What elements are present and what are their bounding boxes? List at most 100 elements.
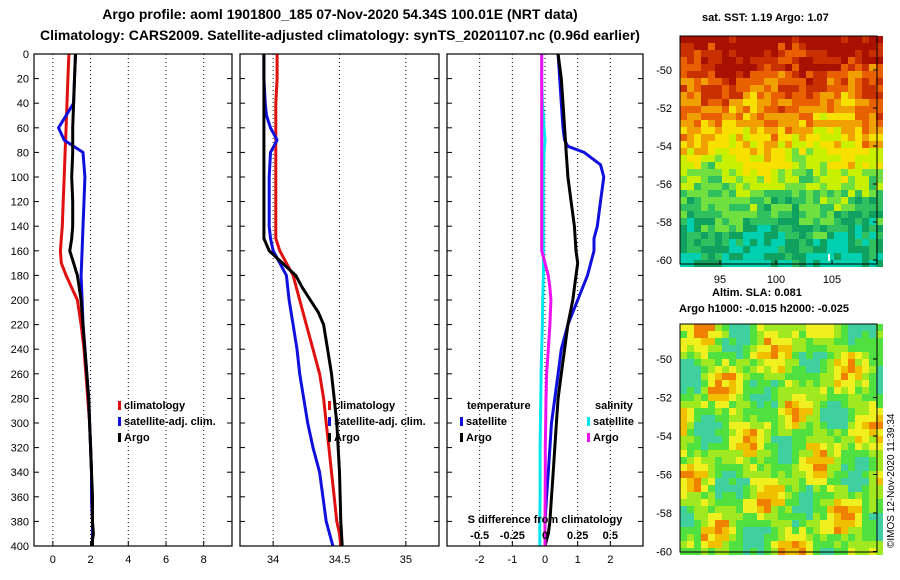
sla-map-cell bbox=[785, 366, 792, 373]
sla-map-cell bbox=[750, 513, 757, 520]
sla-map-cell bbox=[778, 527, 785, 534]
sst-map-cell bbox=[680, 155, 687, 162]
sst-map-cell bbox=[750, 92, 757, 99]
sst-map-cell bbox=[799, 253, 806, 260]
sla-map-cell bbox=[792, 422, 799, 429]
sst-map-cell bbox=[687, 253, 694, 260]
sla-map-cell bbox=[862, 457, 869, 464]
sla-map-cell bbox=[701, 471, 708, 478]
sst-map-cell bbox=[708, 85, 715, 92]
sla-map-cell bbox=[834, 401, 841, 408]
sla-map-cell bbox=[848, 443, 855, 450]
sla-map-cell bbox=[743, 387, 750, 394]
sst-map-cell bbox=[736, 50, 743, 57]
sst-map-cell bbox=[680, 218, 687, 225]
sst-map-cell bbox=[827, 71, 834, 78]
sst-map-cell bbox=[820, 141, 827, 148]
sla-map-cell bbox=[736, 331, 743, 338]
sla-map-cell bbox=[694, 429, 701, 436]
sst-map-cell bbox=[694, 162, 701, 169]
sla-map-cell bbox=[764, 394, 771, 401]
sst-map-cell bbox=[771, 106, 778, 113]
sst-map-cell bbox=[729, 99, 736, 106]
sla-map-cell bbox=[778, 485, 785, 492]
sla-map-cell bbox=[841, 436, 848, 443]
sst-map-cell bbox=[680, 127, 687, 134]
sst-map-cell bbox=[799, 232, 806, 239]
sst-map-cell bbox=[743, 36, 750, 43]
sst-map-cell bbox=[827, 155, 834, 162]
sst-map-cell bbox=[764, 218, 771, 225]
sst-map-cell bbox=[827, 57, 834, 64]
sla-map-cell bbox=[813, 478, 820, 485]
sst-map-cell bbox=[687, 232, 694, 239]
sla-map-cell bbox=[820, 422, 827, 429]
sst-map-cell bbox=[876, 204, 883, 211]
sst-map-cell bbox=[806, 106, 813, 113]
sst-map-cell bbox=[701, 190, 708, 197]
sst-map-cell bbox=[806, 211, 813, 218]
sla-map-cell bbox=[806, 352, 813, 359]
sla-map-cell bbox=[792, 359, 799, 366]
sla-map-cell bbox=[708, 520, 715, 527]
sst-map-cell bbox=[694, 155, 701, 162]
sst-map-cell bbox=[778, 36, 785, 43]
sla-map-cell bbox=[862, 513, 869, 520]
sla-map-cell bbox=[771, 534, 778, 541]
sst-map-cell bbox=[729, 253, 736, 260]
sla-map-cell bbox=[792, 366, 799, 373]
sst-map-cell bbox=[848, 106, 855, 113]
sla-map-cell bbox=[799, 387, 806, 394]
sla-map-cell bbox=[722, 450, 729, 457]
sst-map-cell bbox=[771, 155, 778, 162]
sla-map-cell bbox=[792, 338, 799, 345]
sla-map-cell bbox=[764, 331, 771, 338]
sst-map-cell bbox=[848, 71, 855, 78]
sst-map-cell bbox=[869, 120, 876, 127]
sst-map-cell bbox=[862, 85, 869, 92]
sst-map-cell bbox=[750, 204, 757, 211]
sla-map-cell bbox=[841, 352, 848, 359]
sst-map-cell bbox=[743, 225, 750, 232]
sla-map-cell bbox=[680, 429, 687, 436]
sst-map-cell bbox=[806, 169, 813, 176]
sst-map-cell bbox=[820, 50, 827, 57]
sla-map-cell bbox=[771, 527, 778, 534]
sst-map-cell bbox=[813, 169, 820, 176]
sst-map-cell bbox=[757, 162, 764, 169]
sst-map-cell bbox=[764, 183, 771, 190]
sla-map-cell bbox=[708, 506, 715, 513]
sla-map-cell bbox=[785, 331, 792, 338]
sst-map-cell bbox=[778, 225, 785, 232]
sla-map-cell bbox=[743, 534, 750, 541]
sla-map-cell bbox=[876, 534, 883, 541]
sst-map-cell bbox=[722, 218, 729, 225]
sst-map-cell bbox=[708, 120, 715, 127]
sla-map-cell bbox=[715, 345, 722, 352]
sla-map-cell bbox=[848, 471, 855, 478]
sla-map-cell bbox=[785, 520, 792, 527]
sla-map-cell bbox=[729, 394, 736, 401]
sla-map-cell bbox=[862, 443, 869, 450]
sla-map-cell bbox=[764, 464, 771, 471]
sst-map-cell bbox=[708, 239, 715, 246]
sla-map-cell bbox=[715, 408, 722, 415]
sst-map-cell bbox=[862, 127, 869, 134]
sla-map-cell bbox=[848, 345, 855, 352]
sla-map-cell bbox=[694, 450, 701, 457]
sla-map-cell bbox=[743, 366, 750, 373]
sla-map-cell bbox=[806, 401, 813, 408]
sst-map-cell bbox=[834, 253, 841, 260]
sst-map-cell bbox=[757, 106, 764, 113]
sla-map-cell bbox=[792, 331, 799, 338]
sst-map-cell bbox=[848, 134, 855, 141]
sst-map-cell bbox=[715, 134, 722, 141]
sst-map-cell bbox=[771, 113, 778, 120]
sst-map-cell bbox=[841, 169, 848, 176]
sst-map-cell bbox=[687, 183, 694, 190]
sst-map-cell bbox=[827, 92, 834, 99]
sst-map-cell bbox=[722, 176, 729, 183]
sla-map-cell bbox=[771, 478, 778, 485]
sst-map-cell bbox=[848, 204, 855, 211]
sst-map-cell bbox=[694, 99, 701, 106]
